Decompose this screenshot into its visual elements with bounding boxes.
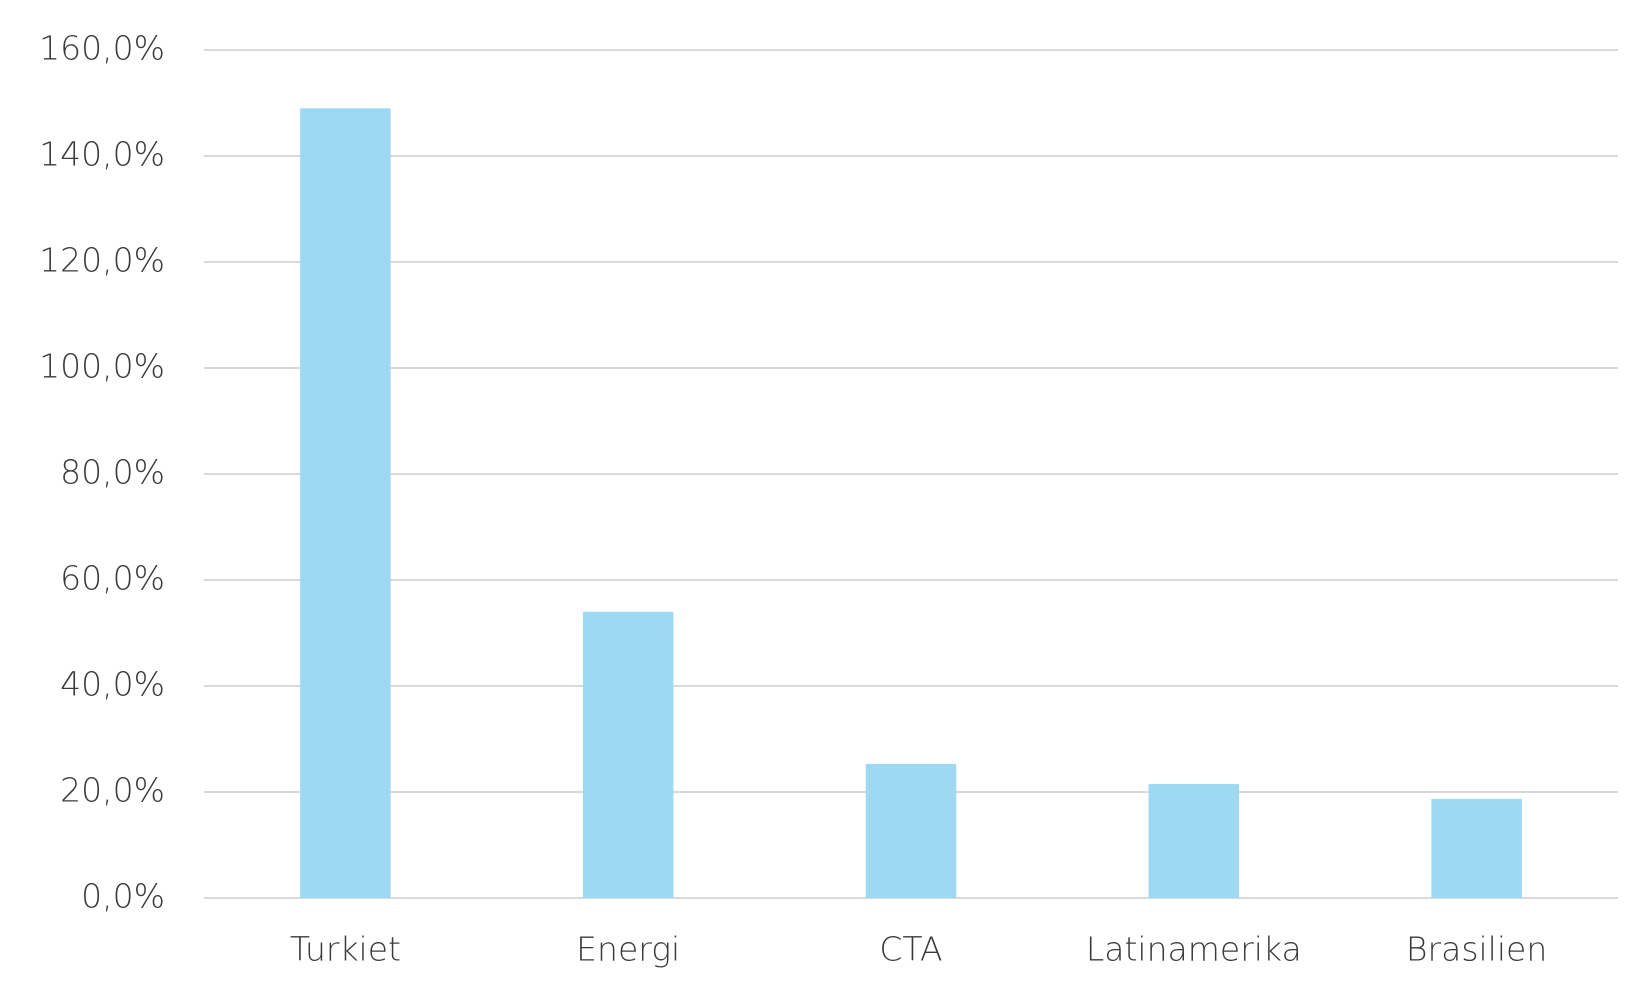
y-tick-label: 40,0% [60, 665, 165, 704]
bar [582, 611, 674, 898]
x-tick-label: Latinamerika [1086, 930, 1302, 969]
bar [865, 763, 957, 898]
y-tick-label: 160,0% [39, 29, 165, 68]
x-tick-label: Brasilien [1406, 930, 1547, 969]
y-tick-label: 80,0% [60, 453, 165, 492]
bar [300, 108, 391, 899]
y-tick-label: 140,0% [39, 135, 165, 174]
bar [1148, 784, 1240, 898]
y-tick-label: 20,0% [60, 771, 165, 810]
y-tick-label: 100,0% [39, 347, 165, 386]
x-tick-label: Energi [576, 930, 680, 969]
x-tick-label: Turkiet [290, 930, 401, 969]
y-tick-label: 0,0% [81, 877, 165, 916]
bar [1431, 798, 1522, 898]
x-tick-label: CTA [879, 930, 942, 969]
y-tick-label: 60,0% [60, 559, 165, 598]
y-tick-label: 120,0% [39, 241, 165, 280]
